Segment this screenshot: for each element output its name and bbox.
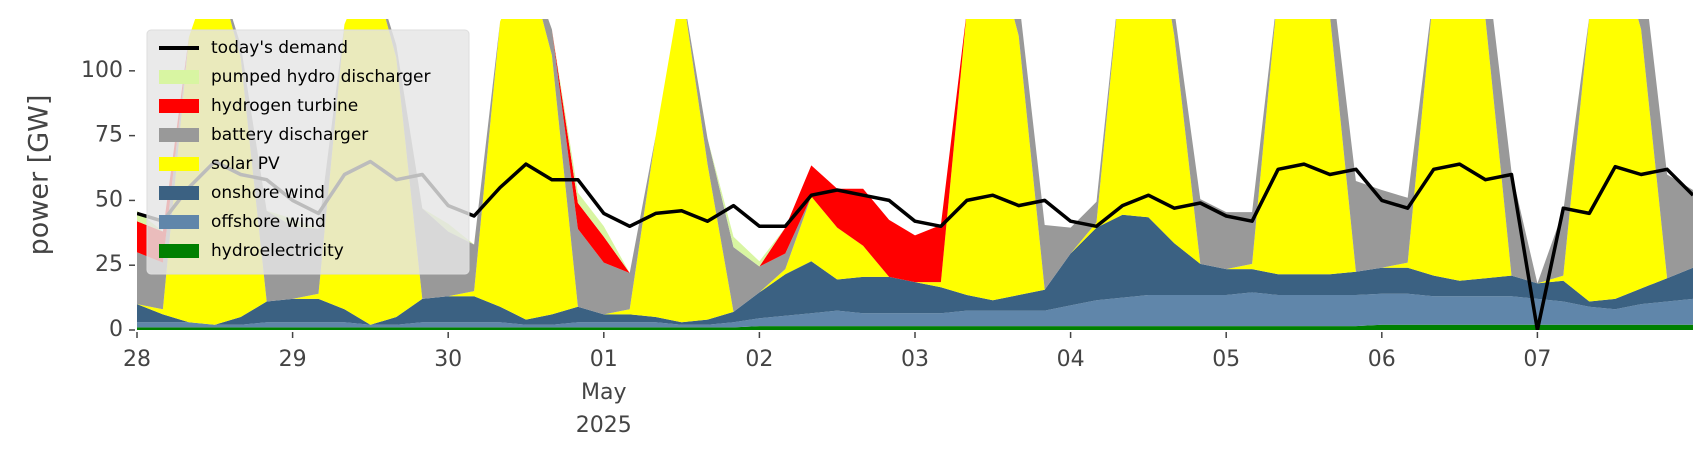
x-tick-label: 03	[901, 347, 929, 372]
y-tick-label: 50	[95, 187, 123, 212]
y-tick-label: 0	[109, 317, 123, 342]
legend-label: hydroelectricity	[211, 241, 344, 261]
area	[137, 214, 1693, 325]
legend-label: today's demand	[211, 38, 348, 58]
legend-label: pumped hydro discharger	[211, 67, 430, 87]
x-tick-label: 06	[1368, 347, 1396, 372]
x-month-label: May	[581, 380, 626, 405]
legend-box	[146, 29, 470, 275]
y-axis-label: power [GW]	[24, 95, 55, 256]
legend-label: battery discharger	[211, 125, 368, 145]
x-tick-label: 29	[279, 347, 307, 372]
legend: today's demand pumped hydro discharger hyd…	[146, 29, 470, 275]
legend-swatch	[159, 157, 199, 171]
y-tick-label: 100	[81, 58, 123, 83]
x-tick-label: 28	[123, 347, 151, 372]
legend-label: solar PV	[211, 154, 280, 174]
x-tick-label: 05	[1212, 347, 1240, 372]
x-tick-label: 07	[1523, 347, 1551, 372]
legend-label: hydrogen turbine	[211, 96, 358, 116]
area	[137, 19, 1693, 315]
legend-swatch	[159, 244, 199, 258]
x-tick-label: 04	[1057, 347, 1085, 372]
legend-swatch	[159, 70, 199, 84]
area	[137, 19, 1693, 325]
legend-swatch	[159, 99, 199, 113]
legend-swatch	[159, 215, 199, 229]
plot-area	[137, 19, 1693, 330]
legend-label: offshore wind	[211, 212, 326, 232]
legend-label: onshore wind	[211, 183, 325, 203]
area	[137, 292, 1693, 328]
x-tick-label: 30	[434, 347, 462, 372]
axes: 0 25 50 75 100 28 29 30 01 May 2025 02 03 04 05 06 07	[81, 58, 1551, 438]
x-tick-label: 02	[745, 347, 773, 372]
legend-swatch	[159, 128, 199, 142]
area	[137, 324, 1693, 330]
x-year-label: 2025	[576, 413, 632, 438]
y-tick-label: 25	[95, 252, 123, 277]
y-tick-label: 75	[95, 123, 123, 148]
legend-swatch	[159, 186, 199, 200]
x-tick-label: 01	[590, 347, 618, 372]
